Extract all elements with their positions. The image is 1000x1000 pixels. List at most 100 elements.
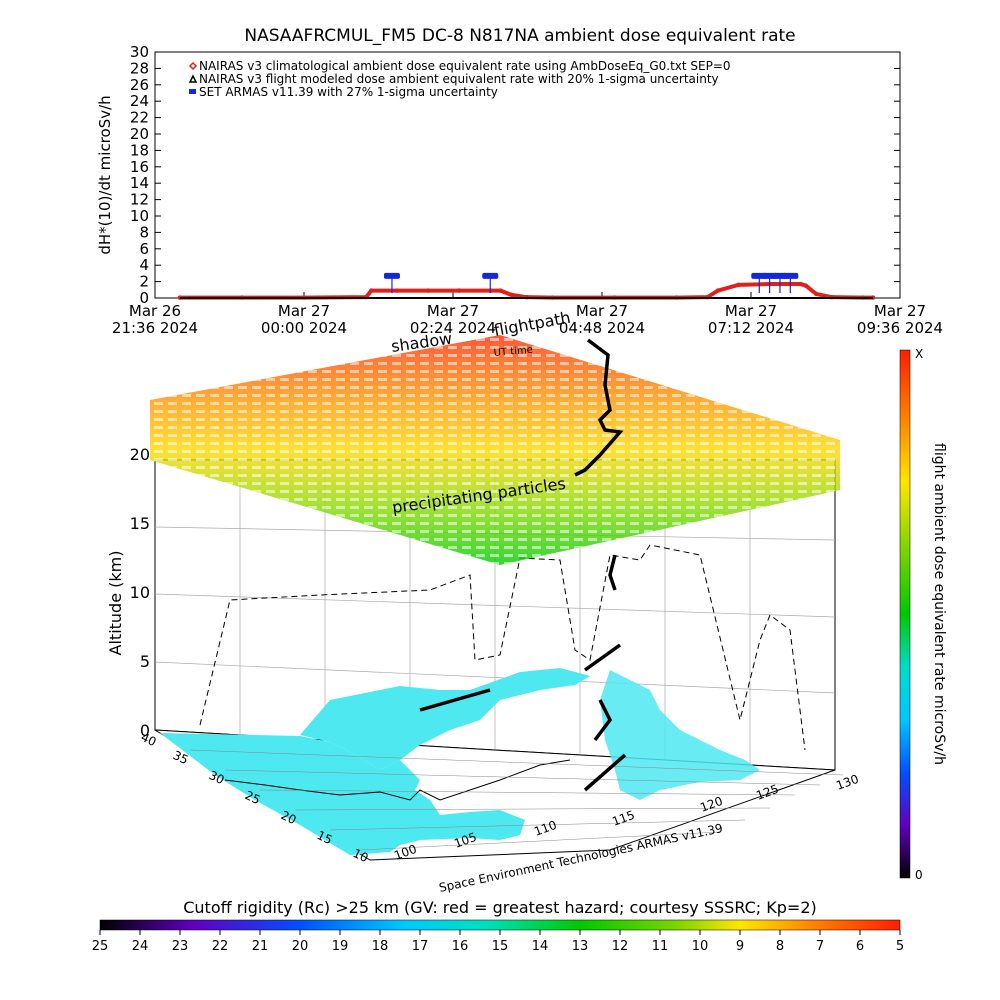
altitude-tick-0: 0 (140, 721, 150, 740)
figure-title: NASAAFRCMUL_FM5 DC-8 N817NA ambient dose… (244, 26, 795, 46)
series-armas-point (383, 272, 400, 279)
rigidity-tick-label: 15 (492, 939, 509, 954)
ts-x-tick-label-date: Mar 27 (576, 302, 628, 320)
rigidity-tick-label: 21 (252, 939, 269, 954)
ocean-region-east (600, 670, 760, 800)
rigidity-tick-label: 25 (92, 939, 109, 954)
legend-label-armas: SET ARMAS v11.39 with 27% 1-sigma uncert… (199, 85, 498, 99)
ts-y-tick-label: 14 (130, 174, 149, 192)
flight-3d-panel: 0 5 10 15 20 Altitude (km) 40 35 30 25 2… (106, 308, 861, 895)
ocean-region (160, 733, 525, 855)
ts-y-tick-label: 4 (139, 256, 149, 274)
rigidity-tick-label: 23 (172, 939, 189, 954)
series-nairas-clim-point (803, 283, 809, 288)
flight-altitude-profile (199, 544, 806, 751)
dose-colorbar-gradient (899, 349, 911, 879)
ts-x-tick-label-time: 21:36 2024 (112, 319, 198, 337)
flightpath-trace (574, 338, 624, 477)
series-nairas-clim-point (508, 292, 514, 297)
series-nairas-clim-point (369, 288, 374, 293)
altitude-tick-10: 10 (130, 583, 150, 602)
series-nairas-clim-point (715, 288, 721, 293)
ts-x-tick-label-time: 07:12 2024 (708, 319, 794, 337)
ts-x-tick-label-time: 00:00 2024 (261, 319, 347, 337)
rigidity-tick-label: 18 (372, 939, 389, 954)
dose-colorbar-top-label: X (915, 347, 923, 361)
flightpath-projection (419, 554, 627, 792)
ts-x-tick-label-time: 02:24 2024 (410, 319, 496, 337)
ts-x-tick-label-date: Mar 26 (129, 302, 181, 320)
rigidity-tick-label: 17 (412, 939, 429, 954)
ts-y-tick-label: 8 (139, 223, 149, 241)
dose-colorbar-bottom-label: 0 (915, 868, 923, 882)
legend-marker-nairas-clim (188, 61, 198, 71)
legend-label-nairas-clim: NAIRAS v3 climatological ambient dose eq… (199, 59, 731, 73)
rigidity-tick-label: 13 (572, 939, 589, 954)
series-armas-point (482, 272, 499, 279)
rigidity-colorbar: Cutoff rigidity (Rc) >25 km (GV: red = g… (92, 898, 904, 954)
rigidity-tick-label: 11 (652, 939, 669, 954)
rigidity-tick-label: 8 (776, 939, 784, 954)
series-nairas-clim-point (457, 288, 462, 293)
series-nairas-clim-point (425, 288, 431, 293)
ts-x-tick-label-date: Mar 27 (427, 302, 479, 320)
ts-y-tick-label: 26 (130, 76, 149, 94)
ts-y-tick-label: 12 (130, 191, 149, 209)
ts-x-tick-label-date: Mar 27 (874, 302, 926, 320)
ts-x-tick-label-date: Mar 27 (725, 302, 777, 320)
lat-tick-15: 15 (315, 828, 335, 847)
rigidity-tick-label: 19 (332, 939, 349, 954)
lat-tick-20: 20 (279, 808, 299, 827)
ts-y-tick-label: 6 (139, 240, 149, 258)
legend-label-nairas-flight: NAIRAS v3 flight modeled dose ambient eq… (199, 72, 719, 86)
rigidity-tick-label: 22 (212, 939, 229, 954)
ts-y-tick-label: 30 (130, 43, 149, 61)
ts-y-tick-label: 0 (139, 289, 149, 307)
rigidity-tick-label: 5 (896, 939, 904, 954)
rigidity-colorbar-ticks: 25 24 23 22 21 20 19 18 17 16 15 14 13 12 11 10 9 8 7 6 5 (92, 930, 904, 954)
ts-x-tick-label-date: Mar 27 (278, 302, 330, 320)
dose-colorbar-title: flight ambient dose equivalent rate micr… (931, 443, 947, 765)
rigidity-tick-label: 14 (532, 939, 549, 954)
rigidity-colorbar-title: Cutoff rigidity (Rc) >25 km (GV: red = g… (183, 898, 817, 917)
ts-y-tick-label: 22 (130, 109, 149, 127)
rigidity-tick-label: 12 (612, 939, 629, 954)
ts-y-tick-label: 18 (130, 141, 149, 159)
lat-tick-10: 10 (351, 846, 371, 865)
altitude-axis: 0 5 10 15 20 Altitude (km) (106, 445, 150, 740)
lat-axis: 40 35 30 25 20 15 10 (139, 730, 371, 865)
series-nairas-clim-point (394, 288, 400, 293)
ts-y-tick-label: 20 (130, 125, 149, 143)
ts-y-tick-label: 24 (130, 92, 149, 110)
floor-grid (189, 749, 844, 851)
rigidity-tick-label: 7 (816, 939, 824, 954)
cutoff-rigidity-layer-texture (150, 335, 840, 565)
altitude-tick-15: 15 (130, 514, 150, 533)
series-armas-point (782, 272, 799, 279)
legend-marker-armas (189, 89, 196, 94)
lat-tick-30: 30 (207, 768, 227, 787)
rigidity-tick-label: 9 (736, 939, 744, 954)
series-nairas-clim-point (498, 288, 503, 293)
series-nairas-clim-point (798, 281, 803, 287)
lat-tick-40: 40 (139, 730, 159, 749)
ts-x-tick-label-time: 04:48 2024 (559, 319, 645, 337)
altitude-tick-20: 20 (130, 445, 150, 464)
rigidity-tick-label: 16 (452, 939, 469, 954)
label-ut-time: UT time (493, 345, 533, 359)
coastline (224, 759, 571, 801)
ts-x-tick-label-time: 09:36 2024 (857, 319, 943, 337)
ts-y-tick-label: 10 (130, 207, 149, 225)
series-nairas-clim-point (813, 291, 819, 297)
altitude-axis-label: Altitude (km) (106, 551, 125, 656)
ts-series-layer (177, 272, 876, 300)
ts-y-axis-label: dH*(10)/dt microSv/h (96, 95, 114, 254)
ts-y-tick-label: 28 (130, 59, 149, 77)
rigidity-tick-label: 6 (856, 939, 864, 954)
legend-marker-nairas-flight (188, 74, 198, 83)
legend: NAIRAS v3 climatological ambient dose eq… (188, 59, 731, 99)
